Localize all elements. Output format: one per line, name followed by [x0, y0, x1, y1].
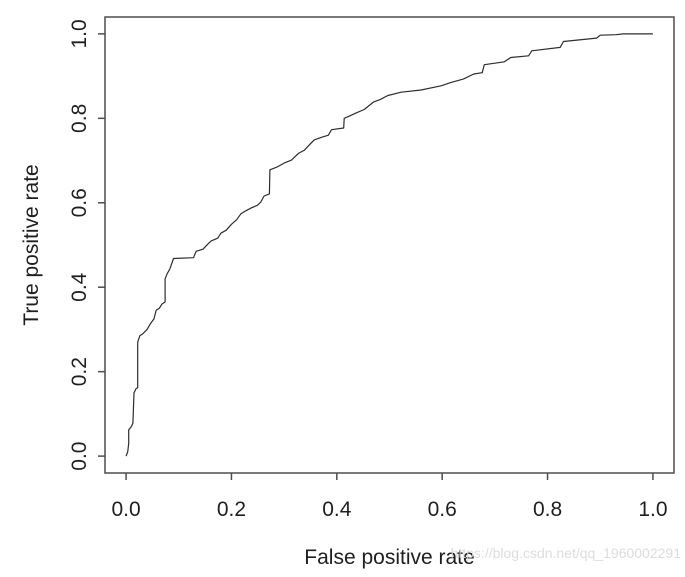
y-tick-label: 0.2 [68, 357, 91, 386]
y-axis-label: True positive rate [20, 164, 43, 325]
x-tick-label: 0.8 [533, 498, 562, 521]
roc-curve-line [125, 33, 653, 457]
plot-box [104, 16, 675, 474]
roc-curve [125, 33, 653, 457]
y-tick-label: 0.0 [68, 442, 91, 471]
x-tick-label: 0.2 [217, 498, 246, 521]
y-tick-label: 1.0 [68, 19, 91, 48]
x-tick-label: 0.6 [428, 498, 457, 521]
plot-box-rect [104, 16, 675, 474]
y-tick-label: 0.8 [68, 104, 91, 133]
watermark: https://blog.csdn.net/qq_1960002291 [451, 545, 682, 561]
x-tick-label: 0.4 [322, 498, 352, 521]
y-tick-label: 0.6 [68, 188, 91, 217]
x-axis-label: False positive rate [304, 546, 474, 569]
x-axis: 0.0 0.2 0.4 0.6 0.8 1.0 [111, 473, 668, 521]
y-tick-label: 0.4 [68, 272, 91, 302]
x-tick-label: 1.0 [638, 498, 667, 521]
y-axis: 0.0 0.2 0.4 0.6 0.8 1.0 [68, 19, 105, 471]
x-tick-label: 0.0 [111, 498, 140, 521]
